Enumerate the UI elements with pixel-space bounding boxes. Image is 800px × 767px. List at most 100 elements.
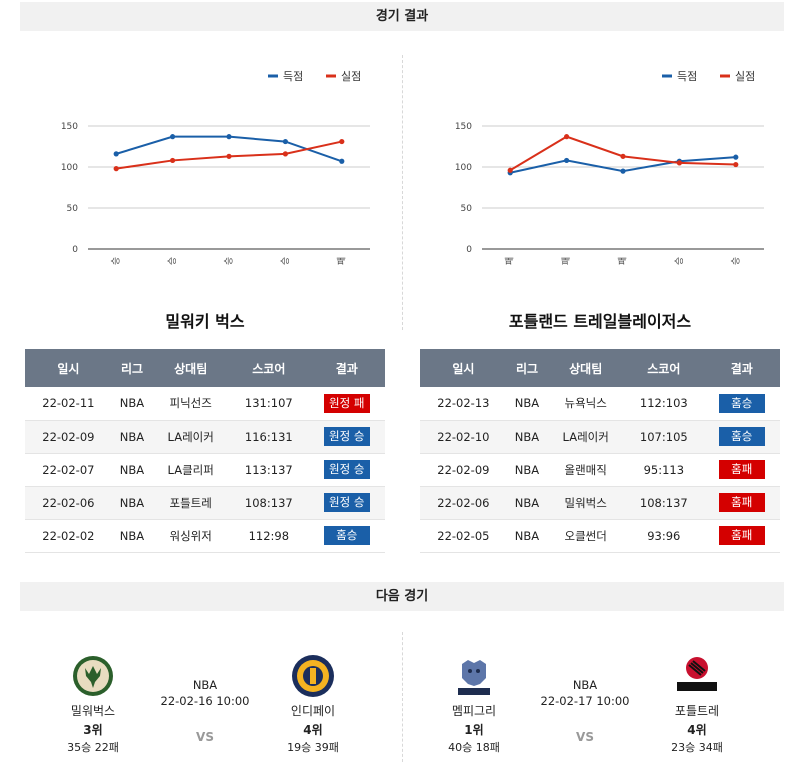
cell-result: 홈패 xyxy=(704,453,780,486)
cell-league: NBA xyxy=(111,486,153,519)
right-team-results-table: 일시 리그 상대팀 스코어 결과 22-02-13 NBA 뉴욕닉스 112:103 홈… xyxy=(420,349,780,553)
cell-league: NBA xyxy=(111,420,153,453)
next-game-2-info: NBA 22-02-17 10:00 VS xyxy=(535,678,635,744)
cell-league: NBA xyxy=(514,462,540,477)
cell-date: 22-02-02 xyxy=(42,528,95,543)
header-result: 결과 xyxy=(703,349,780,387)
data-point xyxy=(620,153,626,159)
result-badge: 원정 패 xyxy=(323,393,370,413)
pacers-logo-icon xyxy=(291,654,335,698)
data-point xyxy=(564,134,570,140)
header-result: 결과 xyxy=(308,349,385,387)
y-tick-label: 0 xyxy=(466,245,472,255)
next-game-2-home-team[interactable]: 멤피그리 1위 40승 18패 xyxy=(431,654,517,755)
cell-date: 22-02-07 xyxy=(42,462,95,477)
data-point xyxy=(620,168,626,174)
cell-date: 22-02-10 xyxy=(420,420,507,453)
cell-opponent: 오클썬더 xyxy=(564,528,607,543)
team-record: 19승 39패 xyxy=(287,741,339,754)
x-tick-label: 패 xyxy=(618,257,629,265)
cell-result: 원정 패 xyxy=(309,387,385,420)
data-point xyxy=(282,151,288,157)
left-team-line-chart: 0 50 100 150 승 승 승 승 패 득점 실점 xyxy=(61,70,370,265)
header-date: 일시 xyxy=(420,349,507,387)
y-tick-label: 150 xyxy=(455,122,472,132)
data-point xyxy=(226,153,232,159)
cell-date: 22-02-06 xyxy=(25,486,112,519)
next-game-1-info: NBA 22-02-16 10:00 VS xyxy=(155,678,255,744)
cell-league: NBA xyxy=(514,396,540,411)
right-team-line-chart: 0 50 100 150 패 패 패 승 승 득점 실점 xyxy=(455,70,764,265)
cell-league: NBA xyxy=(514,528,540,543)
y-tick-label: 150 xyxy=(61,122,78,132)
x-tick-label: 승 xyxy=(111,257,122,265)
grizzlies-logo-icon xyxy=(452,654,496,698)
cell-league: NBA xyxy=(119,528,145,543)
data-point xyxy=(339,158,345,164)
legend-label: 실점 xyxy=(735,70,755,83)
team-record: 23승 34패 xyxy=(671,741,723,754)
data-point xyxy=(170,157,176,164)
data-point xyxy=(564,157,570,164)
result-badge: 원정 승 xyxy=(323,460,370,479)
y-tick-label: 50 xyxy=(461,204,473,214)
team-record: 40승 18패 xyxy=(448,741,500,754)
cell-result: 원정 승 xyxy=(309,453,385,486)
game-time: 22-02-16 10:00 xyxy=(160,694,250,708)
table-row: 22-02-06 NBA 밀워벅스 108:137 홈패 xyxy=(420,486,780,519)
cell-opponent: 뉴욕닉스 xyxy=(564,396,607,411)
cell-result: 홈패 xyxy=(703,486,780,519)
cell-opponent: LA레이커 xyxy=(547,420,625,453)
cell-score: 108:137 xyxy=(624,486,704,519)
legend-label: 실점 xyxy=(341,70,361,83)
result-badge: 홈승 xyxy=(718,393,765,413)
table-header-row: 일시 리그 상대팀 스코어 결과 xyxy=(25,349,385,387)
right-team-chart: 0 50 100 150 패 패 패 승 승 득점 실점 xyxy=(414,56,794,276)
cell-score: 95:113 xyxy=(643,462,685,477)
cell-date: 22-02-11 xyxy=(42,396,95,411)
team-name: 인디페이 xyxy=(290,704,336,718)
cell-league: NBA xyxy=(119,396,145,411)
team-rank: 3위 xyxy=(83,723,103,737)
cell-opponent: 밀워벅스 xyxy=(547,486,625,519)
team-rank: 1위 xyxy=(464,723,484,737)
table-row: 22-02-13 NBA 뉴욕닉스 112:103 홈승 xyxy=(420,387,780,420)
cell-league: NBA xyxy=(119,462,145,477)
cell-score: 107:105 xyxy=(624,420,704,453)
data-point xyxy=(507,167,513,173)
data-point xyxy=(282,138,288,145)
team-name: 포틀트레 xyxy=(674,704,720,718)
legend-label: 득점 xyxy=(283,70,303,83)
cell-opponent: 워싱위저 xyxy=(169,528,212,543)
cell-date: 22-02-06 xyxy=(420,486,507,519)
cell-result: 홈승 xyxy=(703,420,780,453)
column-divider xyxy=(402,55,403,330)
cell-score: 112:103 xyxy=(639,396,688,411)
left-team-results-table: 일시 리그 상대팀 스코어 결과 22-02-11 NBA 피닉선즈 131:107 원… xyxy=(25,349,385,553)
left-team-chart: 0 50 100 150 승 승 승 승 패 득점 실점 xyxy=(20,56,400,276)
x-tick-label: 승 xyxy=(674,257,685,265)
cell-score: 131:107 xyxy=(244,396,293,411)
data-point xyxy=(113,151,119,157)
next-game-1-home-team[interactable]: 밀워벅스 3위 35승 22패 xyxy=(50,654,136,755)
data-point xyxy=(113,166,119,172)
result-badge: 원정 승 xyxy=(323,427,370,446)
results-section-title: 경기 결과 xyxy=(20,2,784,31)
data-point xyxy=(733,154,739,160)
table-row: 22-02-06 NBA 포틀트레 108:137 원정 승 xyxy=(25,486,385,519)
team-name: 멤피그리 xyxy=(451,704,497,718)
next-game-2-away-team[interactable]: 포틀트레 4위 23승 34패 xyxy=(654,654,740,755)
header-score: 스코어 xyxy=(229,349,309,387)
header-league: 리그 xyxy=(111,349,153,387)
table-row: 22-02-02 NBA 워싱위저 112:98 홈승 xyxy=(25,519,385,552)
table-row: 22-02-09 NBA 올랜매직 95:113 홈패 xyxy=(420,453,780,486)
cell-score: 116:131 xyxy=(229,420,309,453)
game-league: NBA xyxy=(572,678,598,692)
cell-score: 93:96 xyxy=(647,528,681,543)
x-tick-label: 패 xyxy=(505,257,516,265)
cell-league: NBA xyxy=(506,486,548,519)
header-league: 리그 xyxy=(506,349,548,387)
next-game-1-away-team[interactable]: 인디페이 4위 19승 39패 xyxy=(270,654,356,755)
header-date: 일시 xyxy=(25,349,112,387)
data-point xyxy=(170,134,176,140)
